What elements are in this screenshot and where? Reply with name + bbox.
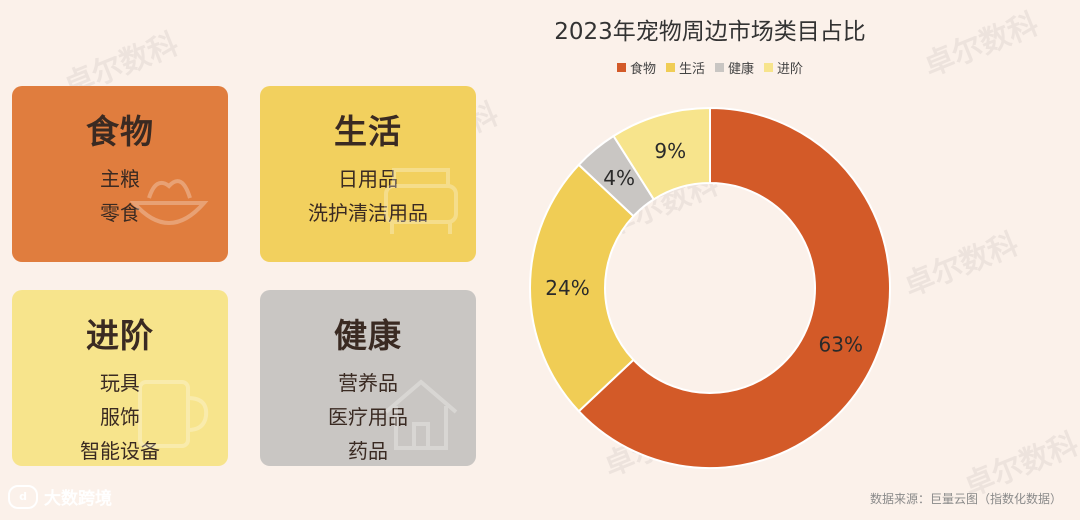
legend-label: 食物 xyxy=(629,62,656,77)
legend-label: 进阶 xyxy=(777,62,804,77)
card-item: 洗护清洁用品 xyxy=(308,201,428,225)
card-item: 日用品 xyxy=(338,167,398,191)
legend-item-food: 食物 xyxy=(616,58,656,77)
brand-icon: d xyxy=(8,484,38,509)
sofa-icon xyxy=(384,168,458,234)
watermark: 卓尔数科 xyxy=(919,6,1044,84)
cup-icon xyxy=(138,380,209,448)
card-item: 药品 xyxy=(348,439,388,463)
legend-swatch xyxy=(764,63,774,72)
card-title: 生活 xyxy=(334,112,402,151)
slice-life xyxy=(529,163,635,413)
bowl-icon xyxy=(129,179,209,225)
legend-swatch xyxy=(715,63,724,72)
card-title: 健康 xyxy=(334,316,402,355)
legend-item-life: 生活 xyxy=(665,58,705,77)
slice-label: 24% xyxy=(545,276,589,300)
legend-swatch xyxy=(665,63,675,72)
category-card-food: 食物 主粮 零食 xyxy=(12,86,228,262)
watermark: 卓尔数科 xyxy=(899,226,1024,304)
card-item: 零食 xyxy=(100,201,140,225)
data-source: 数据来源：巨量云图（指数化数据） xyxy=(869,492,1062,506)
category-card-health: 健康 营养品 医疗用品 药品 xyxy=(260,290,476,466)
card-title: 进阶 xyxy=(86,316,154,355)
brand-name: 大数跨境 xyxy=(44,489,112,509)
card-item: 营养品 xyxy=(338,371,398,395)
slice-label: 9% xyxy=(654,139,686,163)
card-item: 智能设备 xyxy=(80,439,160,463)
category-card-advanced: 进阶 玩具 服饰 智能设备 xyxy=(12,290,228,466)
brand-logo: d 大数跨境 xyxy=(8,484,112,509)
legend-label: 健康 xyxy=(728,62,755,77)
legend-label: 生活 xyxy=(678,62,705,77)
legend-item-health: 健康 xyxy=(715,58,754,77)
legend-swatch xyxy=(616,63,626,72)
slice-label: 63% xyxy=(819,333,863,357)
category-card-life: 生活 日用品 洗护清洁用品 xyxy=(260,86,476,262)
card-title: 食物 xyxy=(86,112,154,151)
house-icon xyxy=(384,379,458,450)
chart-legend: 食物 生活 健康 进阶 xyxy=(560,58,860,77)
slice-food xyxy=(577,106,891,469)
card-item: 医疗用品 xyxy=(328,405,408,429)
slice-label: 4% xyxy=(603,166,635,190)
card-item: 主粮 xyxy=(100,167,140,191)
donut-chart: 63% 24% 4% 9% xyxy=(529,106,891,469)
slice-advanced xyxy=(612,106,711,201)
card-item: 服饰 xyxy=(100,405,140,429)
legend-item-advanced: 进阶 xyxy=(764,58,803,77)
chart-title: 2023年宠物周边市场类目占比 xyxy=(554,19,866,45)
card-item: 玩具 xyxy=(100,371,140,395)
